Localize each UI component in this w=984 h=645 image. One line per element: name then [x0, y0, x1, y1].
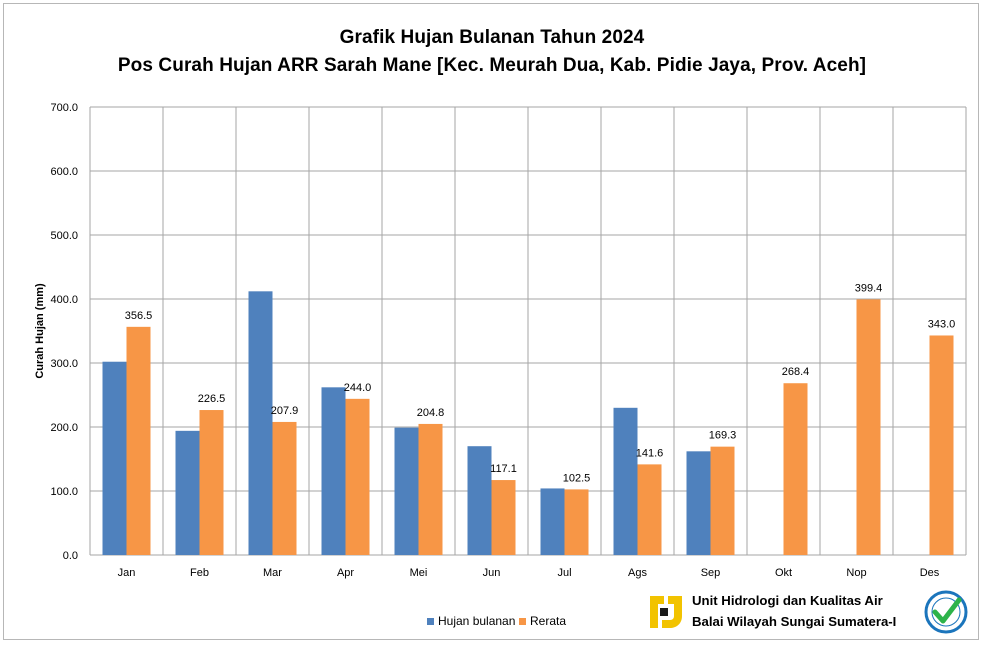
data-label: 207.9: [271, 405, 299, 417]
bar-hujan-jun: [467, 446, 492, 555]
bar-rerata-ags: [637, 464, 662, 555]
bar-hujan-jan: [102, 361, 127, 555]
iso-certified-icon: [924, 590, 968, 634]
org-line-1: Unit Hidrologi dan Kualitas Air: [692, 593, 883, 608]
x-tick-label: Des: [920, 567, 940, 579]
chart-title: Grafik Hujan Bulanan Tahun 2024: [339, 27, 645, 48]
legend-item-hujan: Hujan bulanan: [427, 614, 515, 628]
data-label: 343.0: [928, 318, 956, 330]
data-label: 399.4: [855, 282, 883, 294]
x-tick-label: Jun: [483, 567, 501, 579]
data-label: 244.0: [344, 382, 372, 394]
y-tick-label: 400.0: [50, 294, 78, 306]
x-tick-label: Okt: [775, 567, 792, 579]
bar-hujan-apr: [321, 387, 346, 555]
x-tick-label: Jul: [557, 567, 571, 579]
bar-rerata-des: [929, 335, 954, 555]
bar-rerata-jun: [491, 480, 516, 555]
org-name: Unit Hidrologi dan Kualitas Air Balai Wi…: [692, 590, 896, 632]
data-label: 268.4: [782, 366, 810, 378]
org-footer: Unit Hidrologi dan Kualitas Air Balai Wi…: [646, 590, 976, 634]
data-label: 169.3: [709, 430, 737, 442]
bar-hujan-feb: [175, 430, 200, 555]
bar-hujan-jul: [540, 488, 565, 555]
bar-rerata-okt: [783, 383, 808, 555]
bar-rerata-jan: [126, 326, 151, 555]
x-tick-label: Apr: [337, 567, 354, 579]
org-line-2: Balai Wilayah Sungai Sumatera-I: [692, 614, 897, 629]
x-tick-label: Nop: [846, 567, 866, 579]
data-label: 226.5: [198, 393, 226, 405]
data-label: 102.5: [563, 472, 591, 484]
bar-rerata-mar: [272, 421, 297, 555]
x-tick-label: Ags: [628, 567, 647, 579]
bar-hujan-mei: [394, 427, 419, 555]
bar-rerata-jul: [564, 489, 589, 555]
legend-label-hujan: Hujan bulanan: [438, 614, 516, 628]
bar-rerata-apr: [345, 398, 370, 555]
data-label: 356.5: [125, 310, 153, 322]
x-tick-label: Sep: [701, 567, 721, 579]
x-tick-label: Mei: [410, 567, 428, 579]
y-axis-title: Curah Hujan (mm): [34, 283, 46, 379]
data-label: 117.1: [490, 463, 517, 475]
pu-logo-icon: [646, 592, 686, 632]
y-tick-label: 600.0: [50, 166, 78, 178]
y-tick-label: 100.0: [50, 486, 78, 498]
data-label: 204.8: [417, 407, 445, 419]
y-tick-label: 500.0: [50, 230, 78, 242]
legend-swatch-rerata: [519, 617, 526, 625]
bar-rerata-mei: [418, 423, 443, 555]
legend-swatch-hujan: [427, 617, 434, 625]
x-tick-label: Jan: [118, 567, 136, 579]
chart-subtitle: Pos Curah Hujan ARR Sarah Mane [Kec. Meu…: [117, 55, 867, 76]
bar-rerata-nop: [856, 299, 881, 555]
y-tick-label: 300.0: [50, 358, 78, 370]
y-tick-label: 0.0: [63, 550, 78, 562]
bar-hujan-ags: [613, 407, 638, 555]
data-label: 141.6: [636, 447, 664, 459]
x-tick-label: Mar: [263, 567, 282, 579]
legend-item-rerata: Rerata: [519, 614, 566, 628]
y-tick-label: 200.0: [50, 422, 78, 434]
bar-hujan-mar: [248, 291, 273, 555]
bar-hujan-sep: [686, 451, 711, 555]
y-tick-label: 700.0: [50, 102, 78, 114]
x-tick-label: Feb: [190, 567, 209, 579]
legend-label-rerata: Rerata: [530, 614, 567, 628]
bar-rerata-feb: [199, 410, 224, 555]
bar-rerata-sep: [710, 446, 735, 555]
